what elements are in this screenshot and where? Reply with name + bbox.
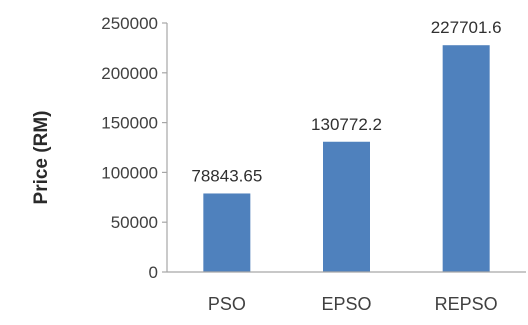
data-label-repso: 227701.6 xyxy=(431,18,502,37)
x-category-label: EPSO xyxy=(321,294,371,314)
bars xyxy=(203,45,490,273)
x-axis-categories: PSO EPSO REPSO xyxy=(208,294,498,314)
data-label-pso: 78843.65 xyxy=(191,166,262,185)
y-tick-label: 0 xyxy=(149,263,158,282)
x-category-label: PSO xyxy=(208,294,246,314)
y-tick-label: 50000 xyxy=(111,213,158,232)
y-axis-title: Price (RM) xyxy=(31,111,52,205)
data-labels: 78843.65 130772.2 227701.6 xyxy=(191,18,501,185)
y-tick-label: 150000 xyxy=(101,114,158,133)
y-tick-label: 200000 xyxy=(101,64,158,83)
y-axis-ticks: 0 50000 100000 150000 200000 250000 xyxy=(101,14,167,282)
bar-pso xyxy=(203,193,251,272)
y-tick-label: 100000 xyxy=(101,163,158,182)
bar-epso xyxy=(323,141,370,272)
y-tick-label: 250000 xyxy=(101,14,158,33)
bar-repso xyxy=(442,45,490,273)
data-label-epso: 130772.2 xyxy=(311,115,382,134)
x-category-label: REPSO xyxy=(435,294,498,314)
